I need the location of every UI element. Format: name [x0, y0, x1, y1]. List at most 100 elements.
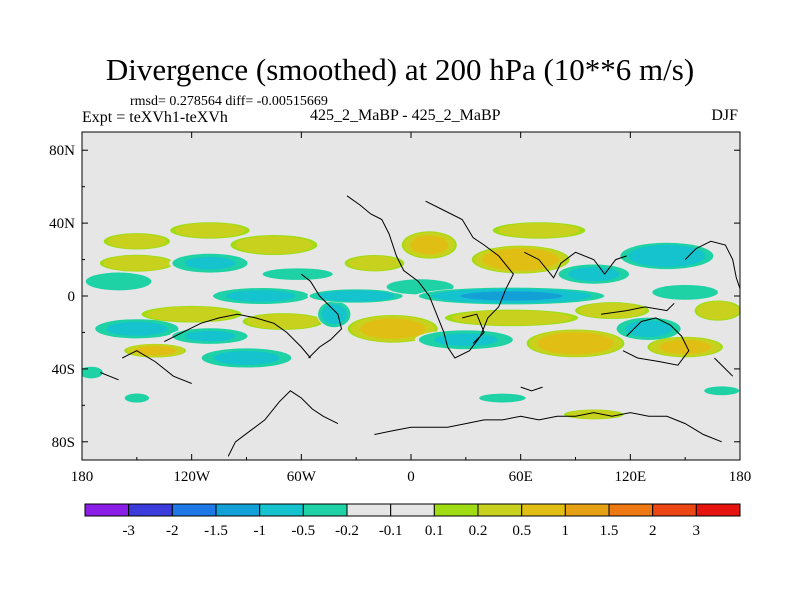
field-region-7 — [184, 256, 236, 270]
colorbar-box-14 — [695, 503, 741, 517]
colorbar-label-5: -0.2 — [335, 523, 359, 539]
coastline-10 — [100, 372, 119, 381]
colorbar-box-4 — [259, 503, 304, 517]
colorbar-box-5 — [302, 503, 348, 517]
coastline-0 — [164, 313, 311, 359]
coastline-4 — [524, 251, 627, 279]
colorbar-label-4: -0.5 — [291, 523, 315, 539]
colorbar-box-9 — [477, 503, 523, 517]
field-region-10 — [225, 290, 297, 302]
coastline-6 — [622, 317, 690, 366]
field-region-27 — [578, 302, 646, 319]
coastline-13 — [520, 386, 543, 392]
field-region-15 — [317, 290, 395, 302]
experiment-label: Expt = teXVh1-teXVh — [82, 109, 228, 126]
field-region-36 — [567, 410, 620, 419]
colorbar-box-10 — [521, 503, 566, 517]
field-region-0 — [85, 272, 152, 291]
field-region-21 — [460, 291, 563, 301]
coastline-8 — [714, 357, 734, 377]
colorbar-box-0 — [84, 503, 130, 517]
field-region-35 — [479, 393, 526, 403]
colorbar-box-13 — [652, 503, 697, 517]
y-tick-label-1: 40N — [49, 216, 75, 232]
y-tick-label-4: 80S — [52, 435, 75, 451]
field-region-11 — [235, 236, 313, 254]
field-region-30 — [659, 340, 711, 355]
colorbar-label-9: 0.5 — [512, 523, 531, 539]
y-tick-label-0: 80N — [49, 143, 75, 159]
tick-layer: 180 120W 60W 0 60E 120E 180 80N 40N 0 40S 80S — [49, 132, 751, 485]
colorbar-label-11: 1.5 — [600, 523, 619, 539]
coastline-layer — [100, 195, 740, 457]
colorbar-box-6 — [346, 503, 392, 517]
field-region-34 — [82, 366, 103, 379]
chart-title: Divergence (smoothed) at 200 hPa (10**6 … — [105, 52, 695, 87]
field-region-28 — [625, 320, 673, 337]
colorbar-label-13: 3 — [693, 523, 701, 539]
x-tick-label-0: 180 — [71, 469, 94, 485]
field-layer — [82, 132, 740, 460]
coastline-9 — [121, 350, 192, 384]
y-tick-label-3: 40S — [52, 362, 75, 378]
colorbar-box-2 — [171, 503, 217, 517]
field-region-24 — [498, 223, 580, 238]
colorbar-box-12 — [608, 503, 654, 517]
field-region-14 — [321, 304, 347, 325]
field-region-32 — [696, 301, 740, 320]
colorbar-box-11 — [564, 503, 610, 517]
colorbar-label-7: 0.1 — [425, 523, 444, 539]
x-tick-label-3: 0 — [407, 469, 415, 485]
field-region-8 — [174, 223, 245, 238]
x-tick-label-5: 120E — [614, 469, 646, 485]
colorbar-label-10: 1 — [562, 523, 570, 539]
coastline-5 — [601, 302, 675, 315]
field-region-33 — [124, 393, 150, 403]
field-region-31 — [652, 284, 718, 300]
x-tick-label-1: 120W — [173, 469, 211, 485]
case-label: 425_2_MaBP - 425_2_MaBP — [310, 107, 501, 124]
field-region-25 — [537, 332, 614, 355]
field-background — [82, 132, 740, 460]
field-region-5 — [146, 306, 237, 322]
x-tick-label-2: 60W — [287, 469, 317, 485]
field-region-17 — [360, 318, 426, 339]
field-region-16 — [348, 255, 401, 271]
colorbar-box-8 — [433, 503, 479, 517]
field-region-4 — [134, 345, 177, 356]
field-region-13 — [262, 268, 333, 280]
field-region-12 — [246, 313, 320, 330]
colorbar-label-3: -1 — [253, 523, 266, 539]
field-region-20 — [434, 333, 498, 347]
field-region-22 — [451, 310, 572, 326]
field-region-29 — [628, 244, 706, 267]
coastline-12 — [374, 412, 722, 443]
coastline-3 — [462, 313, 485, 344]
rmsd-diff-stats: rmsd= 0.278564 diff= -0.00515669 — [130, 94, 328, 109]
colorbar-label-2: -1.5 — [204, 523, 228, 539]
field-region-6 — [184, 330, 236, 342]
colorbar-label-1: -2 — [166, 523, 179, 539]
colorbar-label-8: 0.2 — [469, 523, 488, 539]
x-tick-label-6: 180 — [729, 469, 752, 485]
coastline-11 — [227, 390, 339, 457]
field-region-2 — [103, 255, 171, 271]
colorbar-box-3 — [215, 503, 261, 517]
colorbar-label-0: -3 — [122, 523, 135, 539]
colorbar-label-6: -0.1 — [379, 523, 403, 539]
colorbar-label-12: 2 — [649, 523, 657, 539]
field-region-3 — [107, 234, 167, 249]
season-label: DJF — [711, 107, 738, 124]
field-region-9 — [213, 350, 280, 365]
coastline-7 — [684, 240, 740, 289]
coastline-1 — [300, 273, 343, 359]
field-region-23 — [482, 248, 560, 271]
colorbar-box-1 — [128, 503, 173, 517]
coastline-2 — [346, 195, 514, 359]
field-region-1 — [106, 321, 168, 336]
field-region-37 — [704, 386, 740, 396]
colorbar-box-7 — [390, 503, 435, 517]
colorbar: -3 -2 -1.5 -1 -0.5 -0.2 -0.1 0.1 0.2 0.5 1 1.5 2 3 — [84, 503, 741, 539]
y-tick-label-2: 0 — [68, 289, 76, 305]
